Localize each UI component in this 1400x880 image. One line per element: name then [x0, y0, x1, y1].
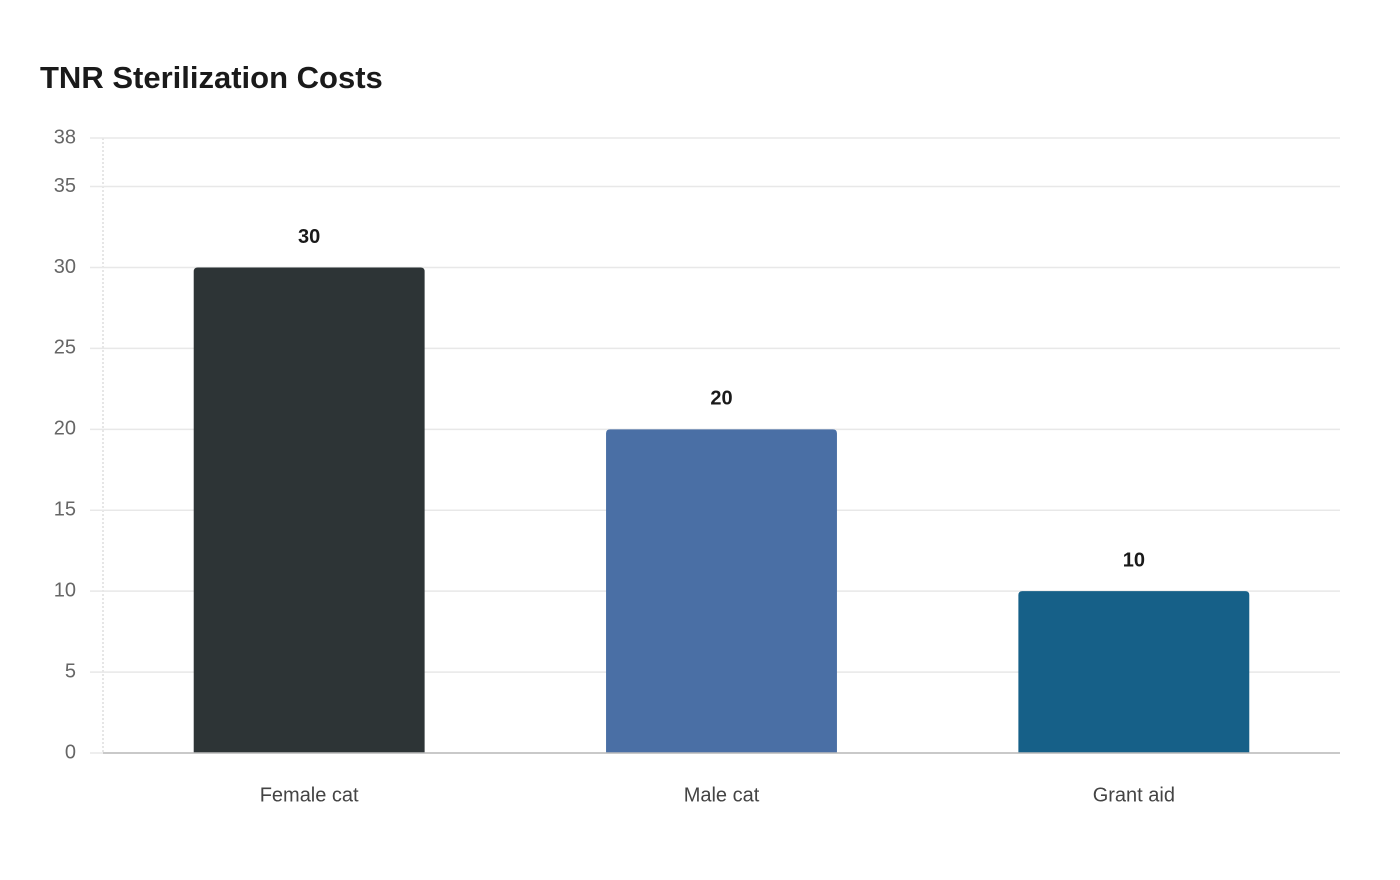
y-tick-label: 10 [54, 579, 76, 601]
chart-title: TNR Sterilization Costs [40, 60, 383, 95]
bar [193, 267, 425, 753]
value-label: 30 [298, 226, 320, 248]
bar [1018, 591, 1250, 753]
x-tick-label: Grant aid [1093, 784, 1175, 806]
y-tick-label: 5 [65, 660, 76, 682]
value-label: 10 [1123, 549, 1145, 571]
x-tick-label: Male cat [684, 784, 760, 806]
y-tick-label: 0 [65, 741, 76, 763]
y-tick-label: 35 [54, 175, 76, 197]
y-tick-label: 20 [54, 418, 76, 440]
x-tick-label: Female cat [260, 784, 359, 806]
value-label: 20 [710, 388, 732, 410]
y-tick-label: 30 [54, 256, 76, 278]
bar [606, 429, 837, 753]
y-tick-label: 15 [54, 499, 76, 521]
y-tick-label: 38 [54, 126, 76, 148]
y-tick-label: 25 [54, 337, 76, 359]
